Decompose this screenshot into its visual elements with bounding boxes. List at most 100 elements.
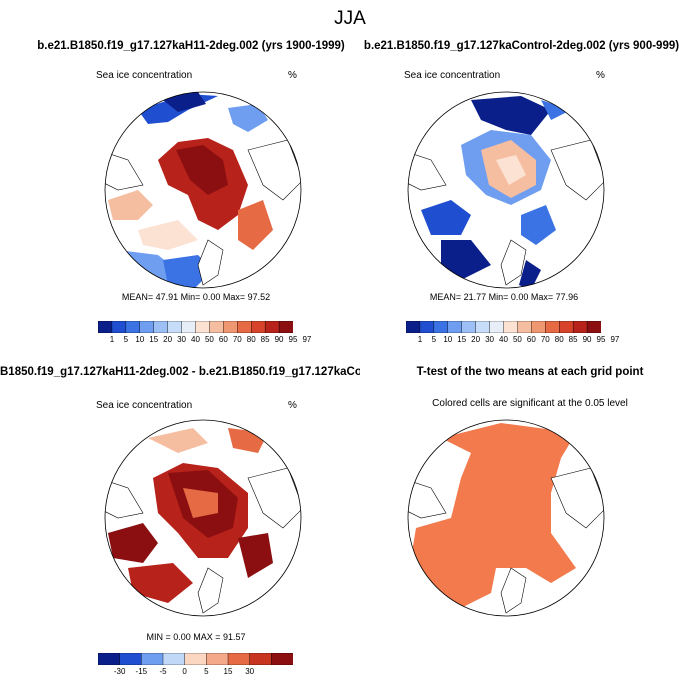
panel-1-colorbar-tick-label: 85 bbox=[260, 335, 270, 344]
panel-1-title: b.e21.B1850.f19_g17.127kaH11-2deg.002 (y… bbox=[37, 40, 345, 52]
panel-2-colorbar-box bbox=[461, 320, 477, 334]
panel-1-colorbar-box bbox=[139, 320, 155, 334]
panel-2-colorbar-box bbox=[419, 320, 435, 334]
panel-1-colorbar-tick-label: 90 bbox=[274, 335, 284, 344]
panel-3-colorbar-tick-label: 5 bbox=[204, 667, 209, 676]
panel-1-colorbar-tick-label: 15 bbox=[149, 335, 159, 344]
panel-1-colorbar-tick-label: 30 bbox=[177, 335, 187, 344]
panel-2-colorbar-box bbox=[447, 320, 463, 334]
panel-2-colorbar-tick-label: 30 bbox=[485, 335, 495, 344]
panel-2-colorbar-tick-label: 95 bbox=[596, 335, 606, 344]
panel-1-colorbar-box bbox=[195, 320, 210, 334]
panel-2-title: b.e21.B1850.f19_g17.127kaControl-2deg.00… bbox=[363, 40, 680, 52]
panel-2-colorbar-box bbox=[545, 320, 560, 334]
panel-1-colorbar-box bbox=[111, 320, 127, 334]
panel-1-colorbar-tick-label: 5 bbox=[123, 335, 129, 344]
panel-1-colorbar-tick-label: 20 bbox=[163, 335, 173, 344]
panel-2-colorbar-tick-label: 15 bbox=[457, 335, 467, 344]
panel-3-colorbar-tick-label: -15 bbox=[135, 667, 148, 676]
panel-3-title: B1850.f19_g17.127kaH11-2deg.002 - b.e21.… bbox=[0, 366, 360, 378]
panel-2-colorbar-box bbox=[405, 320, 421, 334]
panel-2-colorbar-tick-label: 85 bbox=[568, 335, 578, 344]
panel-3-colorbar-box bbox=[141, 652, 164, 666]
panel-2-colorbar-tick-label: 97 bbox=[610, 335, 620, 344]
panel-4-title: T-test of the two means at each grid poi… bbox=[416, 366, 644, 378]
panel-2-stats: MEAN= 21.77 Min= 0.00 Max= 77.96 bbox=[429, 292, 579, 302]
panel-1-colorbar-box bbox=[264, 320, 280, 334]
panel-2-colorbar-tick-label: 20 bbox=[471, 335, 481, 344]
panel-1-colorbar bbox=[97, 320, 294, 334]
panel-2-colorbar-tick-label: 70 bbox=[540, 335, 550, 344]
panel-1-colorbar-box bbox=[167, 320, 183, 334]
panel-2-colorbar-box bbox=[572, 320, 588, 334]
panel-1-map bbox=[98, 90, 308, 290]
panel-1-colorbar-box bbox=[153, 320, 169, 334]
panel-1-colorbar-tick-label: 1 bbox=[109, 335, 115, 344]
panel-1-stats: MEAN= 47.91 Min= 0.00 Max= 97.52 bbox=[121, 292, 271, 302]
panel-3-map bbox=[98, 418, 308, 618]
panel-1-colorbar-tick-label: 60 bbox=[218, 335, 228, 344]
panel-3-colorbar-tick-label: 0 bbox=[182, 667, 187, 676]
panel-1-colorbar-tick-label: 10 bbox=[135, 335, 145, 344]
panel-3-colorbar-box bbox=[249, 652, 272, 666]
panel-2-colorbar-tick-label: 50 bbox=[512, 335, 522, 344]
panel-2-colorbar-tick-label: 90 bbox=[582, 335, 592, 344]
panel-2-colorbar-box bbox=[586, 320, 602, 334]
panel-2-colorbar-box bbox=[517, 320, 532, 334]
panel-2-units: % bbox=[596, 70, 605, 81]
panel-3-colorbar-tick-label: -5 bbox=[159, 667, 167, 676]
figure-title: JJA bbox=[334, 8, 366, 29]
panel-1-units: % bbox=[288, 70, 297, 81]
panel-2-colorbar-box bbox=[559, 320, 574, 334]
panel-3-colorbar-tick-label: -30 bbox=[113, 667, 126, 676]
panel-2-colorbar-box bbox=[531, 320, 546, 334]
panel-2-colorbar bbox=[405, 320, 602, 334]
panel-2-colorbar-box bbox=[503, 320, 518, 334]
panel-3-stats: MIN = 0.00 MAX = 91.57 bbox=[146, 632, 246, 642]
panel-2-colorbar-tick-label: 10 bbox=[443, 335, 453, 344]
panel-1-colorbar-tick-label: 40 bbox=[191, 335, 200, 344]
panel-3-colorbar-tick-label: 15 bbox=[223, 667, 233, 676]
panel-3-colorbar-box bbox=[227, 652, 251, 666]
panel-4-field-label: Colored cells are significant at the 0.0… bbox=[432, 398, 628, 409]
panel-1-colorbar-box bbox=[223, 320, 238, 334]
panel-1-colorbar-box bbox=[251, 320, 266, 334]
panel-4-sig-region bbox=[411, 423, 576, 608]
panel-1-colorbar-box bbox=[97, 320, 113, 334]
panel-2-colorbar-labels: 1 5 10 15 20 30 40 50 60 70 80 85 90 95 97 bbox=[406, 335, 620, 347]
panel-2-map bbox=[401, 90, 611, 290]
panel-2-colorbar-tick-label: 1 bbox=[417, 335, 423, 344]
panel-1-colorbar-tick-label: 95 bbox=[288, 335, 298, 344]
panel-3-colorbar-tick-label: 30 bbox=[245, 667, 255, 676]
panel-3-colorbar-box bbox=[184, 652, 207, 666]
panel-1-colorbar-box bbox=[181, 320, 196, 334]
panel-2-colorbar-tick-label: 60 bbox=[526, 335, 536, 344]
panel-2-colorbar-tick-label: 80 bbox=[554, 335, 564, 344]
panel-3-field-label: Sea ice concentration bbox=[96, 400, 193, 411]
panel-2-colorbar-box bbox=[433, 320, 449, 334]
panel-2-colorbar-tick-label: 5 bbox=[431, 335, 437, 344]
panel-3-colorbar-labels: -30 -15 -5 0 5 15 30 bbox=[98, 667, 293, 679]
panel-1-colorbar-box bbox=[278, 320, 294, 334]
panel-1-colorbar-tick-label: 80 bbox=[246, 335, 256, 344]
panel-1-colorbar-labels: 1 5 10 15 20 30 40 50 60 70 80 85 90 95 97 bbox=[98, 335, 312, 347]
panel-2-colorbar-tick-label: 40 bbox=[499, 335, 508, 344]
panel-3-units: % bbox=[288, 400, 297, 411]
panel-1-colorbar-box bbox=[237, 320, 252, 334]
panel-3-colorbar-box bbox=[271, 652, 294, 666]
panel-2-colorbar-box bbox=[489, 320, 504, 334]
panel-3-colorbar-box bbox=[206, 652, 229, 666]
panel-1-colorbar-tick-label: 97 bbox=[302, 335, 312, 344]
panel-1-colorbar-tick-label: 70 bbox=[232, 335, 242, 344]
panel-3-colorbar bbox=[97, 652, 294, 666]
panel-3-colorbar-box bbox=[97, 652, 121, 666]
panel-2-colorbar-box bbox=[475, 320, 491, 334]
panel-1-colorbar-tick-label: 50 bbox=[204, 335, 214, 344]
panel-1-colorbar-box bbox=[209, 320, 224, 334]
panel-4-map bbox=[401, 418, 611, 618]
panel-1-colorbar-box bbox=[125, 320, 141, 334]
panel-3-colorbar-box bbox=[162, 652, 186, 666]
panel-2-ice-pacific bbox=[471, 96, 551, 135]
panel-3-colorbar-box bbox=[119, 652, 142, 666]
panel-2-field-label: Sea ice concentration bbox=[404, 70, 501, 81]
